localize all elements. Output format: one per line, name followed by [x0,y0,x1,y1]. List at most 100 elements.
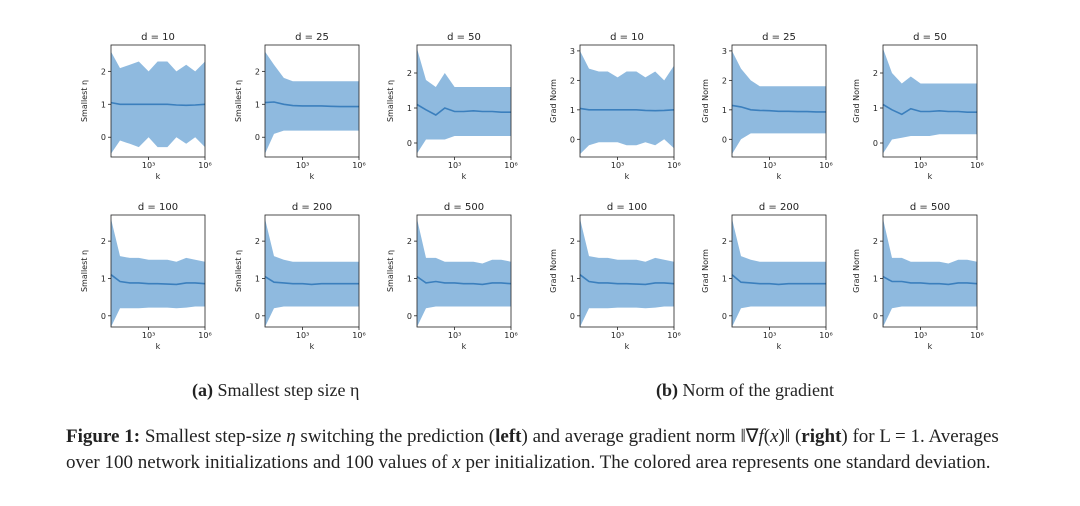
axes-frame [110,44,206,158]
caption-x-1: x [770,426,779,447]
subplot-title: d = 10 [141,32,175,43]
y-tick-label: 0 [255,133,260,142]
subcaption-a-tag: (a) [192,380,213,400]
x-tick-label: 10⁶ [970,331,983,340]
x-axis-label: k [928,342,933,351]
axes-frame [731,214,827,328]
y-tick-label: 1 [101,100,106,109]
axes-frame [110,214,206,328]
x-tick-label: 10⁶ [819,161,832,170]
mean-line [579,107,675,112]
y-tick-label: 3 [722,47,727,56]
subplot: 0 1 2 3 10³ 10⁶ k d = 10 Grad Norm [549,32,681,181]
caption-x-2: x [452,452,461,473]
x-tick-label: 10³ [611,331,624,340]
y-axis-label: Grad Norm [549,79,558,123]
caption-text-1: Smallest step-size [144,426,287,447]
axes-frame [416,44,512,158]
subplot: 0 1 2 10³ 10⁶ k d = 25 Smallest η [234,32,366,181]
subcaption-b-tag: (b) [656,380,678,400]
y-tick-label: 0 [722,312,727,321]
y-tick-label: 0 [101,133,106,142]
x-tick-label: 10⁶ [198,331,211,340]
axes-frame [579,214,675,328]
y-tick-label: 1 [255,274,260,283]
subplot-title: d = 100 [138,202,178,213]
y-axis-label: Grad Norm [852,79,861,123]
y-tick-label: 2 [722,237,727,246]
subplot-title: d = 200 [759,202,799,213]
subplot: 0 1 2 10³ 10⁶ k d = 100 Grad Norm [549,202,681,351]
subplot-title: d = 25 [762,32,796,43]
y-tick-label: 2 [873,69,878,78]
subplot-title: d = 50 [913,32,947,43]
caption-text-5: )‖ ( [778,426,802,447]
y-tick-label: 1 [407,104,412,113]
axes-frame [264,214,360,328]
mean-line [416,275,512,286]
axes-frame [731,44,827,158]
x-axis-label: k [310,172,315,181]
x-axis-label: k [156,342,161,351]
x-axis-label: k [625,342,630,351]
mean-line [264,275,359,286]
x-tick-label: 10⁶ [504,161,517,170]
x-tick-label: 10³ [914,161,927,170]
y-tick-label: 1 [722,106,727,115]
y-tick-label: 2 [722,76,727,85]
std-band [111,218,205,327]
subplot: 0 1 2 10³ 10⁶ k d = 500 Smallest η [386,202,518,351]
caption-text-3: ) and average gradient norm ‖∇ [521,426,759,447]
y-tick-label: 0 [570,135,575,144]
x-tick-label: 10³ [448,161,461,170]
subplot: 0 1 2 10³ 10⁶ k d = 200 Grad Norm [701,202,833,351]
axes-frame [416,214,512,328]
y-tick-label: 2 [570,76,575,85]
subplot-title: d = 50 [447,32,481,43]
mean-line [110,101,206,107]
figure-caption: Figure 1: Smallest step-size η switching… [66,424,1016,476]
x-axis-label: k [928,172,933,181]
axes-frame [264,44,360,158]
std-band [265,51,359,154]
y-axis-label: Smallest η [234,250,243,292]
caption-f: f [758,426,764,447]
y-tick-label: 2 [101,237,106,246]
y-tick-label: 1 [722,274,727,283]
x-tick-label: 10⁶ [504,331,517,340]
x-tick-label: 10⁶ [198,161,211,170]
subplot: 0 1 2 10³ 10⁶ k d = 200 Smallest η [234,202,366,351]
x-tick-label: 10⁶ [352,331,365,340]
y-tick-label: 2 [407,237,412,246]
y-tick-label: 0 [101,312,106,321]
subplot: 0 1 2 10³ 10⁶ k d = 50 Grad Norm [852,32,984,181]
y-axis-label: Grad Norm [701,79,710,123]
std-band [580,50,674,155]
axes-frame [579,44,675,158]
caption-text-2: switching the prediction ( [295,426,496,447]
figure-panels: 0 1 2 10³ 10⁶ k d = 10 Smallest η 0 1 2 10³ 10⁶ k d = … [80,32,984,351]
caption-label: Figure 1: [66,426,141,447]
x-tick-label: 10⁶ [970,161,983,170]
y-tick-label: 1 [570,106,575,115]
subplot: 0 1 2 10³ 10⁶ k d = 100 Smallest η [80,202,212,351]
y-tick-label: 0 [873,312,878,321]
mean-line [110,274,206,286]
std-band [111,51,205,154]
y-tick-label: 2 [255,237,260,246]
y-tick-label: 2 [101,67,106,76]
y-tick-label: 1 [407,274,412,283]
subcaption-a: (a) Smallest step size η [192,380,359,401]
y-tick-label: 1 [873,274,878,283]
mean-line [731,104,826,113]
subcaption-b-text: Norm of the gradient [682,380,834,400]
mean-line [416,103,511,116]
x-tick-label: 10³ [914,331,927,340]
y-tick-label: 0 [570,312,575,321]
subplot: 0 1 2 10³ 10⁶ k d = 500 Grad Norm [852,202,984,351]
subcaption-a-text: Smallest step size η [217,380,360,400]
caption-text-4: ( [763,426,771,447]
subplot: 0 1 2 3 10³ 10⁶ k d = 25 Grad Norm [701,32,833,181]
y-tick-label: 0 [407,139,412,148]
x-axis-label: k [310,342,315,351]
